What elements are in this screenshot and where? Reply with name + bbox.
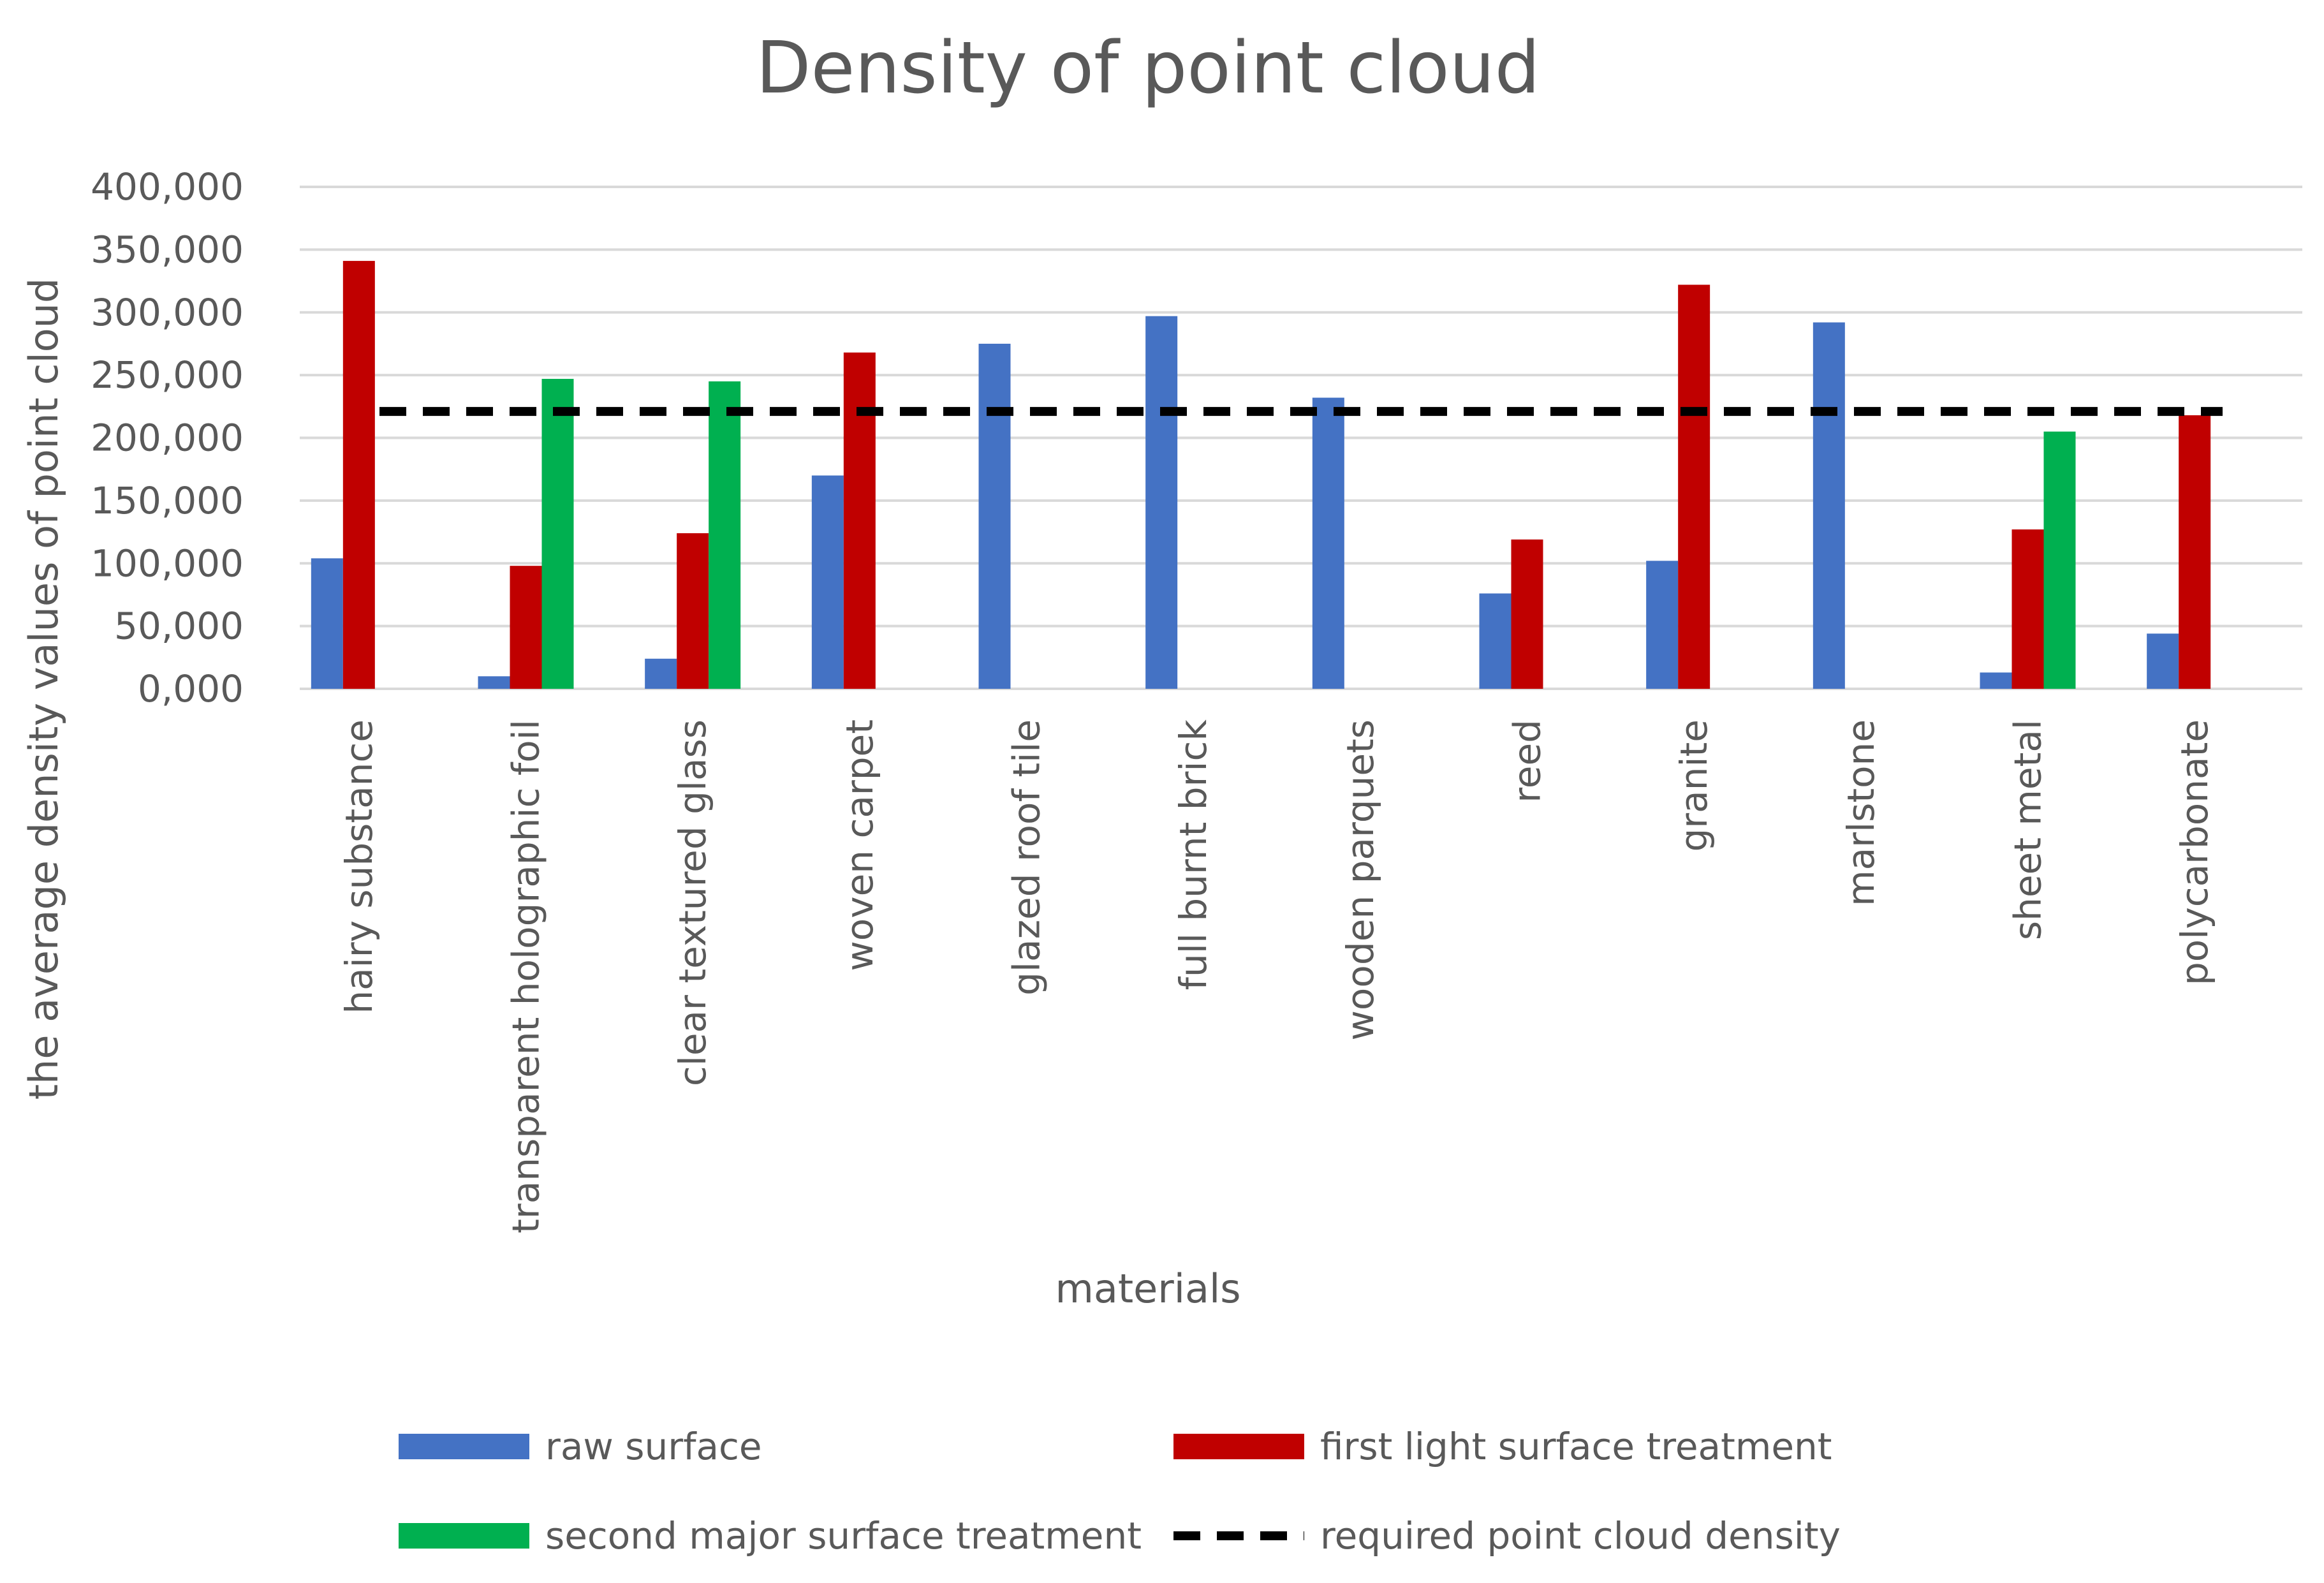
legend-swatch bbox=[399, 1434, 529, 1459]
legend-item: required point cloud density bbox=[1173, 1514, 1841, 1557]
x-tick-label: reed bbox=[1506, 719, 1549, 803]
bar-1-9 bbox=[1646, 561, 1679, 689]
bar-1-6 bbox=[1145, 316, 1178, 689]
bar-1-3 bbox=[645, 658, 677, 689]
legend: raw surface first light surface treatment… bbox=[399, 1425, 1841, 1557]
bar-2-11 bbox=[2011, 529, 2044, 689]
x-tick-label: woven carpet bbox=[838, 719, 881, 971]
legend-item: second major surface treatment bbox=[399, 1514, 1142, 1557]
bar-1-5 bbox=[978, 343, 1011, 689]
legend-item: first light surface treatment bbox=[1173, 1425, 1832, 1468]
y-tick-label: 250,000 bbox=[91, 353, 244, 397]
bar-1-1 bbox=[311, 558, 343, 689]
bar-1-11 bbox=[1980, 672, 2012, 689]
y-tick-label: 100,000 bbox=[91, 541, 244, 585]
chart-title: Density of point cloud bbox=[756, 27, 1540, 110]
x-axis-ticks: hairy substance transparent holographic f… bbox=[337, 719, 2216, 1233]
y-tick-label: 350,000 bbox=[91, 228, 244, 271]
legend-swatch bbox=[399, 1523, 529, 1549]
bar-2-3 bbox=[677, 533, 709, 689]
bar-1-8 bbox=[1479, 593, 1511, 689]
x-tick-label: glazed roof tile bbox=[1005, 719, 1048, 996]
bar-1-2 bbox=[478, 676, 510, 689]
legend-label: raw surface bbox=[545, 1425, 762, 1468]
bar-2-12 bbox=[2179, 415, 2211, 689]
legend-label: required point cloud density bbox=[1320, 1514, 1841, 1557]
y-tick-label: 200,000 bbox=[91, 416, 244, 460]
y-tick-label: 150,000 bbox=[91, 479, 244, 522]
bar-1-4 bbox=[811, 475, 844, 689]
legend-label: first light surface treatment bbox=[1320, 1425, 1832, 1468]
bar-2-2 bbox=[510, 566, 542, 689]
bar-3-3 bbox=[709, 381, 741, 689]
bar-1-12 bbox=[2147, 633, 2179, 689]
y-axis-title: the average density values of point clou… bbox=[20, 278, 67, 1100]
bar-1-10 bbox=[1813, 322, 1845, 689]
x-tick-label: wooden parquets bbox=[1339, 719, 1382, 1041]
bar-2-1 bbox=[342, 261, 375, 689]
x-tick-label: clear textured glass bbox=[671, 719, 714, 1086]
legend-item: raw surface bbox=[399, 1425, 762, 1468]
x-tick-label: hairy substance bbox=[337, 719, 381, 1014]
legend-label: second major surface treatment bbox=[545, 1514, 1142, 1557]
bar-2-9 bbox=[1678, 284, 1710, 689]
bar-3-2 bbox=[541, 379, 574, 689]
y-tick-label: 0,000 bbox=[138, 667, 244, 711]
y-tick-label: 300,000 bbox=[91, 291, 244, 334]
x-tick-label: transparent holographic foil bbox=[504, 719, 548, 1233]
gridlines bbox=[300, 186, 2302, 690]
bar-3-11 bbox=[2043, 431, 2076, 689]
y-axis-ticks: 0,000 50,000 100,000 150,000 200,000 250,000 3… bbox=[91, 165, 244, 711]
legend-swatch bbox=[1173, 1434, 1304, 1459]
bar-2-8 bbox=[1511, 539, 1543, 689]
bar-2-4 bbox=[843, 352, 876, 689]
x-tick-label: polycarbonate bbox=[2173, 719, 2216, 985]
x-tick-label: full burnt brick bbox=[1172, 719, 1215, 990]
x-axis-title: materials bbox=[1055, 1265, 1240, 1312]
x-tick-label: marlstone bbox=[1839, 719, 1883, 906]
y-tick-label: 400,000 bbox=[91, 165, 244, 209]
y-tick-label: 50,000 bbox=[114, 605, 244, 648]
x-tick-label: sheet metal bbox=[2006, 719, 2050, 940]
x-tick-label: granite bbox=[1672, 719, 1716, 852]
bars bbox=[311, 261, 2211, 689]
bar-1-7 bbox=[1312, 397, 1344, 689]
